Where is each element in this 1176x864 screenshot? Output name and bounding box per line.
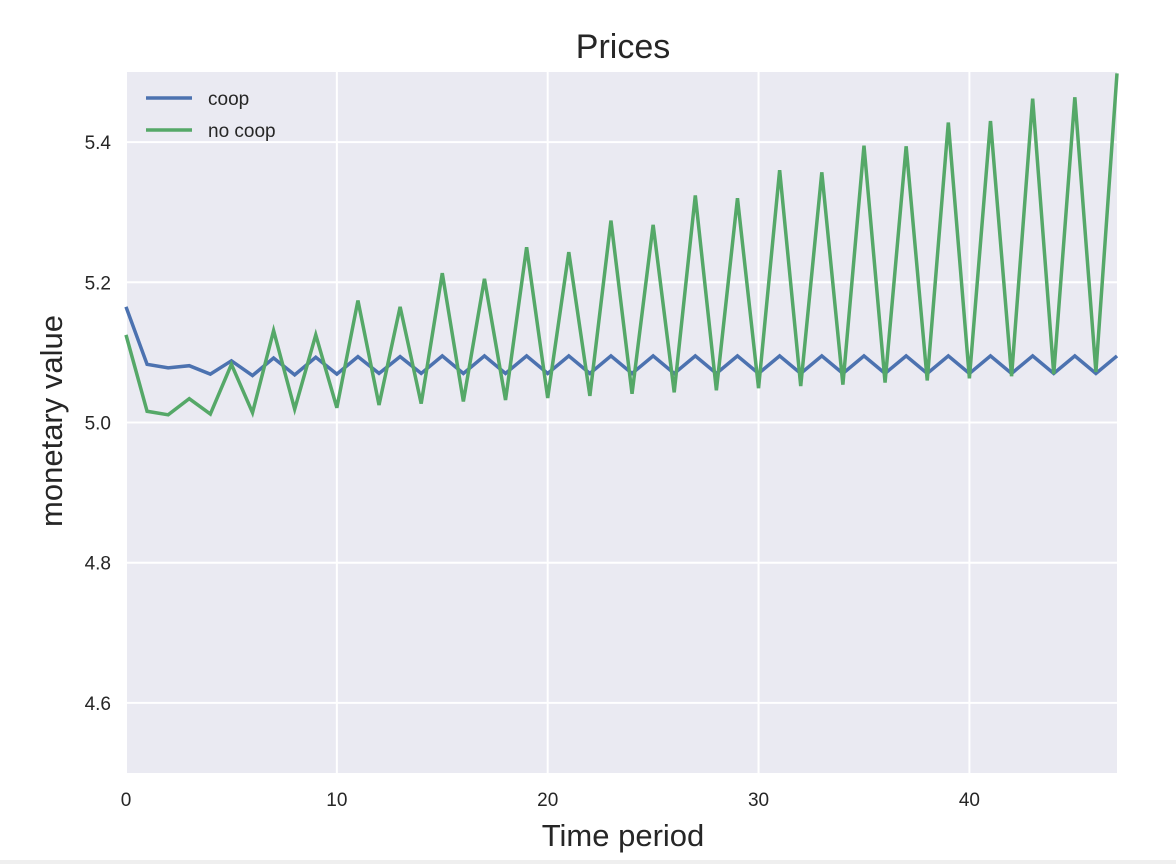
y-tick-label: 5.2: [85, 273, 111, 294]
grid: [125, 72, 1117, 773]
y-axis-label: monetary value: [34, 315, 69, 527]
x-tick-label: 20: [537, 790, 558, 811]
chart-title: Prices: [576, 28, 670, 66]
x-tick-label: 0: [121, 790, 132, 811]
x-tick-label: 40: [959, 790, 980, 811]
legend: coop no coop: [146, 89, 276, 142]
y-tick-label: 5.4: [85, 133, 112, 154]
series-lines: [124, 73, 1119, 419]
y-tick-label: 4.8: [85, 554, 111, 575]
tick-labels: 0 10 20 30 40 4.6 4.8 5.0 5.2 5.4: [85, 133, 980, 811]
series-line-coop: [124, 306, 1119, 378]
x-tick-label: 30: [748, 790, 769, 811]
series-line-no-coop: [124, 73, 1119, 419]
x-tick-label: 10: [326, 790, 347, 811]
legend-label-coop: coop: [208, 89, 249, 110]
x-axis-label: Time period: [542, 818, 705, 853]
y-tick-label: 4.6: [85, 694, 111, 715]
bottom-divider: [0, 860, 1176, 864]
y-tick-label: 5.0: [85, 414, 111, 435]
legend-label-no-coop: no coop: [208, 121, 276, 142]
